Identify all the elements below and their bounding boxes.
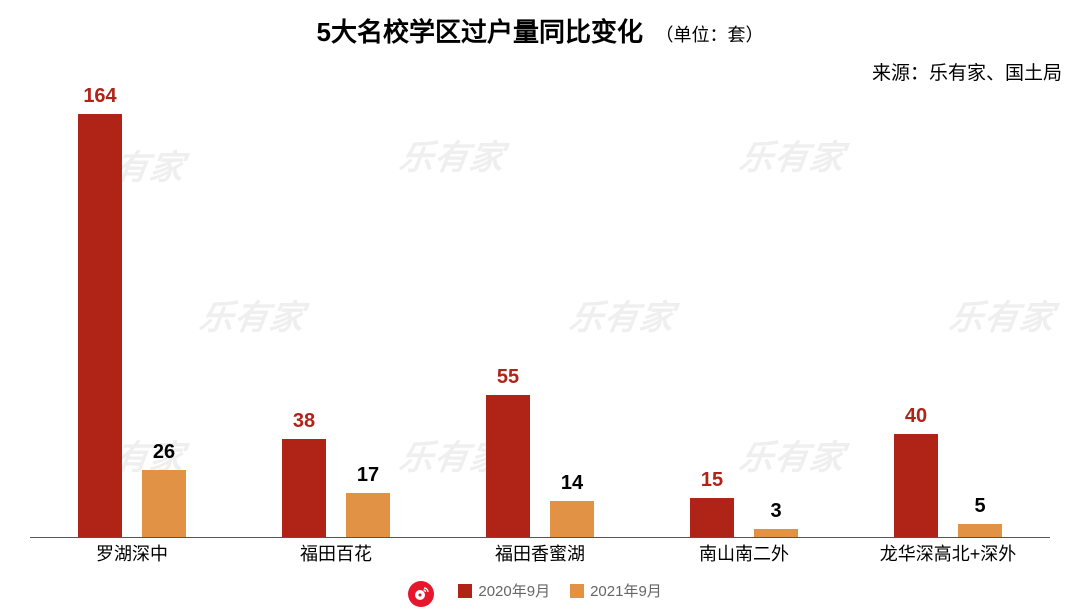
plot-area: 1642638175514153405 bbox=[30, 100, 1050, 538]
legend: 2020年9月 2021年9月 bbox=[0, 580, 1080, 607]
bar bbox=[486, 395, 530, 537]
x-category-label: 福田香蜜湖 bbox=[438, 540, 642, 566]
x-category-label: 罗湖深中 bbox=[30, 540, 234, 566]
bar bbox=[142, 470, 186, 537]
bar-value-label: 5 bbox=[948, 495, 1012, 518]
source-label: 来源：乐有家、国土局 bbox=[872, 58, 1062, 85]
bar-value-label: 164 bbox=[68, 85, 132, 108]
bar-value-label: 40 bbox=[884, 405, 948, 428]
x-category-label: 福田百花 bbox=[234, 540, 438, 566]
bar bbox=[958, 524, 1002, 537]
legend-item: 2020年9月 bbox=[458, 580, 550, 601]
bar bbox=[894, 434, 938, 537]
bar bbox=[550, 501, 594, 537]
chart-title: 5大名校学区过户量同比变化 bbox=[317, 17, 643, 47]
chart-unit: （单位：套） bbox=[655, 25, 763, 45]
legend-swatch bbox=[570, 584, 584, 598]
title-block: 5大名校学区过户量同比变化 （单位：套） bbox=[0, 0, 1080, 49]
legend-label: 2021年9月 bbox=[590, 580, 662, 601]
bar bbox=[282, 439, 326, 537]
bar-value-label: 14 bbox=[540, 472, 604, 495]
chart-root: 5大名校学区过户量同比变化 （单位：套） 来源：乐有家、国土局 乐有家乐有家乐有… bbox=[0, 0, 1080, 613]
legend-label: 2020年9月 bbox=[478, 580, 550, 601]
bar bbox=[78, 114, 122, 537]
x-axis-labels: 罗湖深中福田百花福田香蜜湖南山南二外龙华深高北+深外 bbox=[30, 540, 1050, 568]
bar-value-label: 26 bbox=[132, 441, 196, 464]
bar-value-label: 17 bbox=[336, 464, 400, 487]
bar bbox=[346, 493, 390, 537]
bar bbox=[690, 498, 734, 537]
x-category-label: 龙华深高北+深外 bbox=[846, 540, 1050, 566]
legend-item: 2021年9月 bbox=[570, 580, 662, 601]
bar-value-label: 38 bbox=[272, 410, 336, 433]
bar bbox=[754, 529, 798, 537]
legend-swatch bbox=[458, 584, 472, 598]
bar-value-label: 15 bbox=[680, 469, 744, 492]
weibo-icon bbox=[408, 581, 434, 607]
bar-value-label: 3 bbox=[744, 500, 808, 523]
x-category-label: 南山南二外 bbox=[642, 540, 846, 566]
bar-value-label: 55 bbox=[476, 366, 540, 389]
